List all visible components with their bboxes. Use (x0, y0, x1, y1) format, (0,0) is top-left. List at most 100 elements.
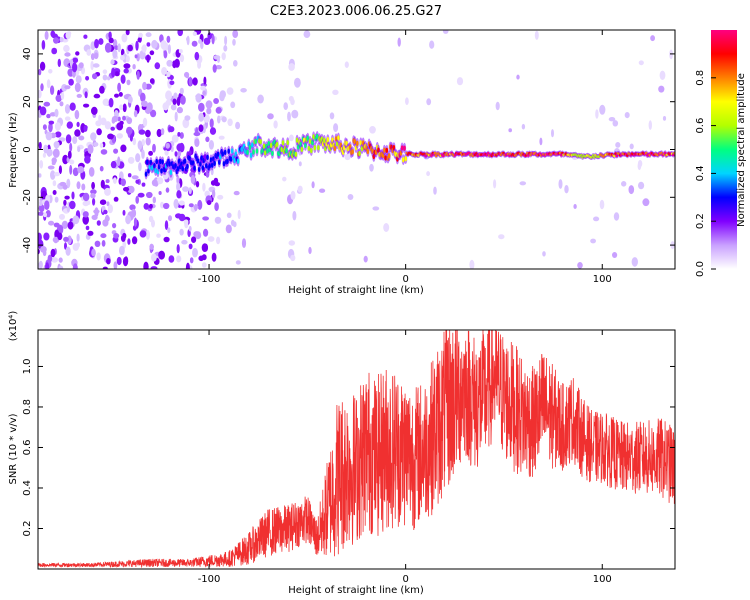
noise-blob (133, 217, 138, 227)
noise-blob (112, 177, 117, 184)
noise-blob (65, 134, 72, 144)
signal-mark (308, 138, 312, 144)
noise-blob (127, 96, 133, 104)
noise-blob (88, 167, 95, 177)
noise-blob (131, 236, 138, 245)
figure-title: C2E3.2023.006.06.25.G27 (270, 4, 442, 19)
snr-x-ticks: -100 0 100 (198, 330, 612, 585)
noise-blob (67, 235, 72, 245)
noise-blob (100, 233, 107, 239)
noise-blob (107, 133, 114, 140)
signal-mark (259, 139, 262, 145)
noise-blob (117, 82, 121, 93)
signal-mark (351, 149, 354, 155)
noise-blob (213, 98, 220, 104)
noise-blob (172, 60, 177, 69)
noise-blob (62, 154, 69, 165)
signal-mark (200, 155, 203, 161)
noise-blob (160, 40, 167, 50)
noise-blob (167, 227, 171, 234)
noise-blob (179, 87, 184, 95)
noise-blob (127, 173, 132, 178)
noise-blob (172, 98, 177, 105)
noise-blob (94, 52, 99, 59)
noise-blob (182, 118, 190, 129)
spectrogram-x-ticks: -100 0 100 (198, 30, 612, 285)
noise-blob (68, 78, 74, 86)
signal-mark (161, 159, 164, 165)
noise-blob (43, 212, 47, 218)
signal-mark (295, 137, 299, 143)
noise-blob (126, 117, 133, 125)
noise-blob (211, 189, 216, 199)
noise-blob (332, 89, 339, 96)
signal-mark (300, 146, 304, 152)
noise-blob (41, 40, 46, 50)
noise-blob (39, 106, 47, 116)
noise-blob (52, 180, 57, 187)
noise-blob (72, 167, 79, 177)
signal-mark (385, 147, 389, 153)
noise-blob (192, 31, 197, 37)
noise-blob (98, 38, 104, 45)
signal-mark (251, 142, 254, 148)
noise-blob (241, 238, 247, 249)
noise-blob (114, 93, 119, 98)
signal-mark (144, 171, 148, 177)
y-tick-label: 0.8 (22, 399, 33, 415)
signal-mark (248, 144, 252, 151)
noise-blob (308, 246, 312, 255)
noise-blob (203, 37, 211, 45)
noise-blob (131, 208, 137, 218)
noise-blob (45, 210, 51, 218)
x-tick-label: 0 (402, 274, 408, 285)
noise-blob (232, 30, 239, 38)
noise-blob (110, 160, 117, 169)
noise-blob (194, 51, 200, 61)
noise-blob (101, 240, 106, 247)
noise-blob (139, 230, 147, 238)
noise-blob (456, 77, 464, 86)
noise-blob (64, 104, 71, 114)
noise-blob (64, 85, 71, 90)
noise-blob (573, 204, 577, 209)
noise-blob (185, 262, 190, 269)
noise-blob (86, 49, 92, 56)
noise-blob (329, 112, 335, 120)
noise-blob (90, 132, 97, 141)
noise-blob (46, 79, 51, 89)
noise-blob (90, 189, 97, 195)
snr-y-ticks: 0.2 0.4 0.6 0.8 1.0 (22, 359, 675, 536)
y-tick-label: -40 (22, 237, 33, 253)
noise-blob (233, 190, 240, 196)
noise-blob (145, 129, 151, 138)
noise-blob (176, 244, 180, 254)
noise-blob (662, 116, 667, 121)
noise-blob (141, 182, 146, 187)
noise-blob (111, 67, 116, 78)
noise-blob (87, 230, 94, 236)
noise-blob (211, 252, 217, 262)
noise-blob (156, 177, 164, 185)
noise-blob (198, 124, 204, 132)
noise-blob (175, 213, 182, 219)
signal-mark (160, 168, 163, 174)
noise-blob (38, 141, 42, 150)
noise-blob (188, 225, 192, 232)
noise-blob (539, 137, 543, 146)
noise-blob (179, 132, 184, 139)
noise-blob (216, 236, 221, 245)
noise-blob (176, 190, 182, 199)
noise-blob (59, 101, 64, 107)
noise-blob (217, 194, 224, 200)
noise-blob (93, 93, 101, 99)
noise-blob (127, 185, 135, 194)
spectrogram-y-ticks: -40 -20 0 20 40 (22, 48, 675, 253)
noise-blob (44, 30, 49, 40)
noise-blob (120, 74, 126, 84)
noise-blob (215, 65, 222, 70)
noise-blob (108, 31, 112, 39)
noise-blob (188, 203, 194, 208)
noise-blob (75, 75, 82, 84)
noise-blob (140, 92, 146, 103)
